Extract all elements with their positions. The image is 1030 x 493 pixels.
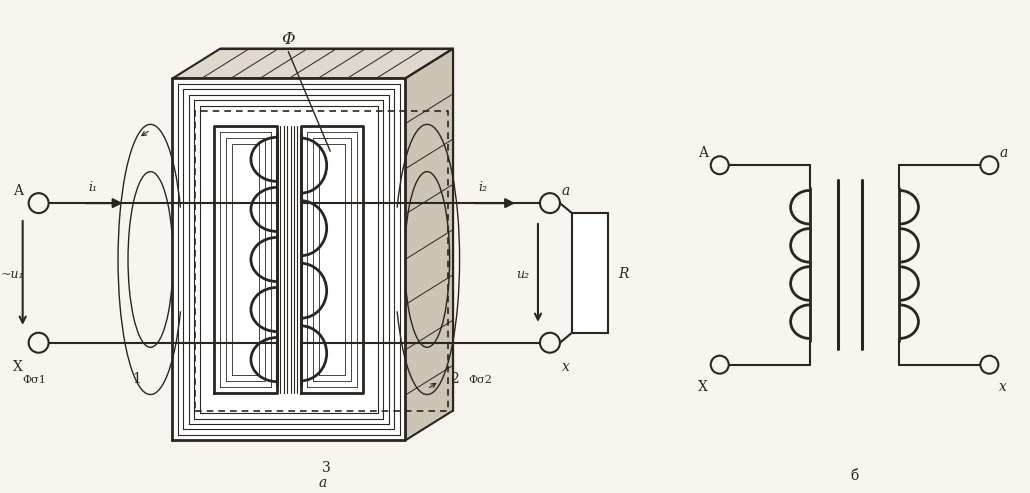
Text: 2: 2 [450, 372, 458, 386]
Text: Φσ1: Φσ1 [23, 375, 46, 385]
Text: i₂: i₂ [478, 181, 487, 194]
Polygon shape [214, 126, 277, 392]
Text: a: a [999, 146, 1007, 160]
Bar [572, 213, 608, 333]
Text: i₁: i₁ [89, 181, 98, 194]
Text: 1: 1 [133, 372, 141, 386]
Polygon shape [172, 48, 453, 78]
Text: R: R [618, 267, 628, 281]
Text: A: A [12, 184, 23, 198]
Polygon shape [405, 48, 453, 440]
Text: Φ: Φ [281, 31, 296, 47]
Text: x: x [562, 360, 570, 374]
Polygon shape [301, 126, 364, 392]
Text: Φσ2: Φσ2 [468, 375, 492, 385]
Text: б: б [851, 469, 859, 483]
Text: ~u₁: ~u₁ [1, 268, 24, 281]
Text: 3: 3 [322, 461, 331, 475]
Text: X: X [697, 380, 708, 393]
Text: a: a [562, 184, 571, 198]
Text: a: a [318, 476, 327, 491]
Text: X: X [12, 360, 23, 374]
Text: x: x [999, 380, 1007, 393]
Text: A: A [697, 146, 708, 160]
Polygon shape [172, 78, 405, 440]
Text: u₂: u₂ [516, 268, 529, 281]
